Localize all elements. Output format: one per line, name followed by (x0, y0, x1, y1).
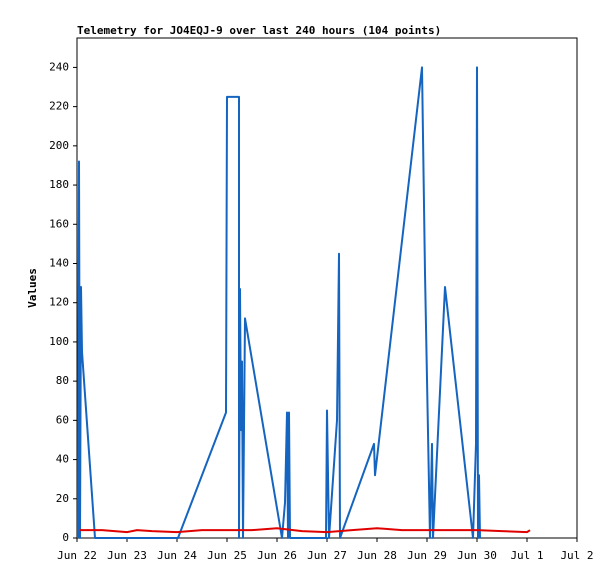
x-tick-label: Jun 30 (457, 549, 497, 562)
series-line (80, 527, 531, 534)
series-line (77, 66, 481, 539)
x-tick-label: Jun 22 (57, 549, 97, 562)
chart-title: Telemetry for JO4EQJ-9 over last 240 hou… (77, 24, 441, 37)
y-tick-label: 120 (49, 296, 69, 309)
y-tick-label: 60 (56, 413, 69, 426)
y-tick-label: 160 (49, 217, 69, 230)
x-tick-label: Jun 27 (307, 549, 347, 562)
x-tick-label: Jun 28 (357, 549, 397, 562)
y-tick-label: 20 (56, 492, 69, 505)
y-tick-label: 240 (49, 60, 69, 73)
y-tick-label: 0 (62, 531, 69, 544)
y-tick-label: 100 (49, 335, 69, 348)
y-tick-label: 80 (56, 374, 69, 387)
x-tick-label: Jul 2 (560, 549, 593, 562)
x-tick-label: Jun 25 (207, 549, 247, 562)
y-tick-label: 40 (56, 453, 69, 466)
x-tick-label: Jun 26 (257, 549, 297, 562)
x-tick-label: Jun 24 (157, 549, 197, 562)
y-tick-label: 200 (49, 139, 69, 152)
x-tick-label: Jun 29 (407, 549, 447, 562)
x-tick-label: Jul 1 (510, 549, 543, 562)
y-tick-label: 140 (49, 256, 69, 269)
x-tick-label: Jun 23 (107, 549, 147, 562)
y-tick-label: 220 (49, 100, 69, 113)
y-axis-label: Values (26, 268, 39, 308)
y-tick-label: 180 (49, 178, 69, 191)
